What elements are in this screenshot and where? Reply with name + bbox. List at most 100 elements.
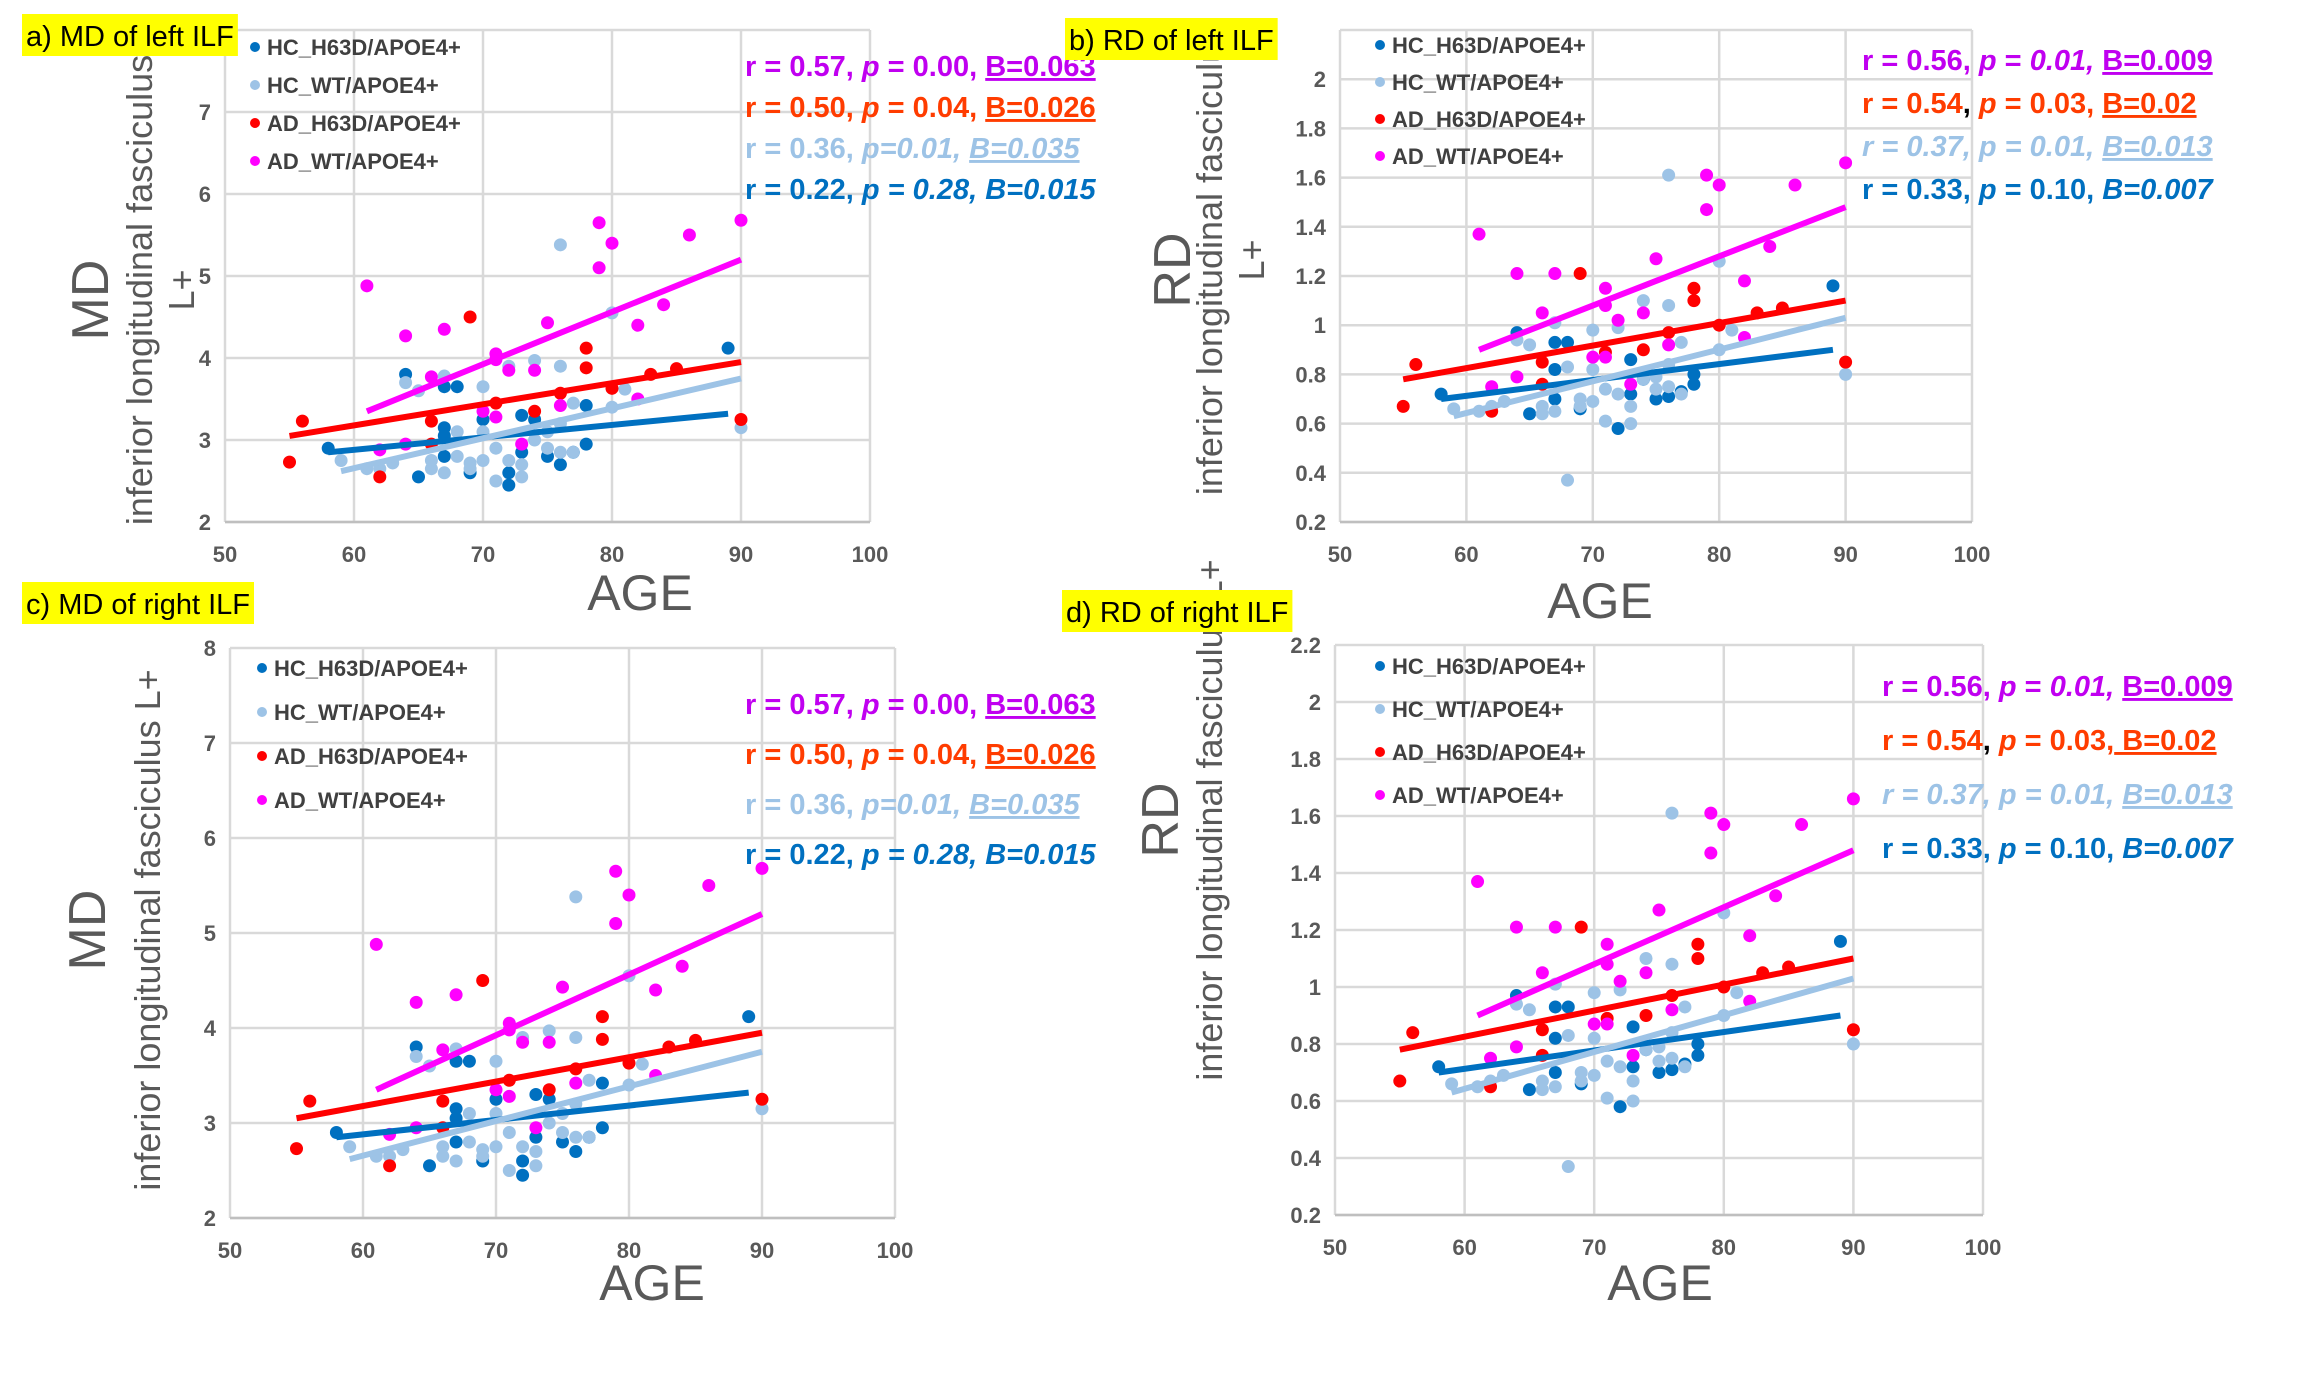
point-HC_WT (1522, 1003, 1536, 1017)
point-HC_WT (618, 382, 632, 396)
x-tick-label: 100 (877, 1238, 914, 1263)
point-AD_WT (502, 363, 516, 377)
point-AD_WT (592, 216, 606, 230)
legend-marker (257, 751, 267, 761)
legend-label: AD_H63D/APOE4+ (267, 111, 461, 136)
x-axis-label: AGE (587, 565, 693, 621)
legend-marker (250, 80, 260, 90)
point-HC_WT (1586, 323, 1600, 337)
point-HC_H63D (489, 1092, 503, 1106)
point-AD_WT (502, 1089, 516, 1103)
point-HC_H63D (516, 1168, 530, 1182)
point-AD_WT (476, 404, 490, 418)
x-tick-label: 60 (351, 1238, 375, 1263)
point-AD_H63D (1573, 267, 1587, 281)
point-HC_H63D (579, 399, 593, 413)
x-tick-label: 90 (1841, 1235, 1865, 1260)
point-AD_WT (1769, 889, 1783, 903)
point-HC_WT (383, 1149, 397, 1163)
point-HC_WT (1613, 1060, 1627, 1074)
y-tick-label: 0.8 (1290, 1032, 1321, 1057)
point-AD_WT (609, 864, 623, 878)
point-AD_H63D (1535, 1023, 1549, 1037)
point-HC_WT (1587, 986, 1601, 1000)
point-AD_WT (622, 888, 636, 902)
point-HC_H63D (1691, 1048, 1705, 1062)
point-HC_WT (424, 454, 438, 467)
point-AD_WT (631, 318, 645, 332)
x-tick-label: 60 (1454, 542, 1478, 567)
point-AD_WT (515, 437, 529, 451)
point-AD_WT (1613, 974, 1627, 988)
x-tick-label: 60 (342, 542, 366, 567)
point-HC_WT (1535, 399, 1549, 413)
point-HC_WT (1598, 414, 1612, 428)
stat-line: r = 0.50, p = 0.04, B=0.026 (745, 739, 1096, 771)
point-HC_WT (1626, 1094, 1640, 1108)
point-AD_WT (1704, 806, 1718, 820)
point-HC_H63D (423, 1159, 436, 1173)
y-tick-label: 3 (204, 1111, 216, 1136)
point-HC_H63D (450, 380, 464, 394)
point-HC_WT (569, 890, 583, 904)
point-HC_H63D (1613, 1100, 1627, 1114)
point-HC_WT (436, 1140, 450, 1154)
legend-label: AD_H63D/APOE4+ (1392, 107, 1586, 132)
point-HC_H63D (1626, 1060, 1640, 1074)
point-AD_WT (1548, 267, 1562, 281)
point-HC_WT (1447, 402, 1461, 416)
point-HC_WT (1649, 382, 1663, 396)
point-AD_WT (592, 261, 606, 275)
stat-line: r = 0.36, p=0.01, B=0.035 (745, 133, 1080, 165)
point-HC_WT (1600, 1091, 1614, 1105)
x-axis-label: AGE (1607, 1255, 1713, 1311)
point-AD_WT (734, 213, 748, 227)
panel-title: b) RD of left ILF (1069, 25, 1274, 57)
point-HC_WT (542, 1024, 556, 1038)
point-HC_WT (1611, 387, 1625, 401)
point-AD_H63D (463, 310, 477, 324)
point-HC_WT (528, 433, 542, 447)
point-HC_WT (755, 1102, 769, 1116)
point-HC_WT (436, 1149, 450, 1163)
point-HC_H63D (1626, 1020, 1640, 1034)
point-HC_H63D (1548, 1066, 1562, 1079)
panel-title: c) MD of right ILF (26, 589, 250, 621)
y-tick-label: 6 (204, 826, 216, 851)
y-tick-label: 1.6 (1290, 804, 1321, 829)
y-tick-label: 1 (1309, 975, 1321, 1000)
point-AD_WT (1611, 313, 1625, 327)
point-AD_WT (489, 410, 503, 424)
point-HC_H63D (1548, 362, 1562, 376)
point-HC_WT (476, 380, 490, 394)
point-AD_WT (675, 959, 689, 973)
y-tick-label: 0.2 (1290, 1203, 1321, 1228)
legend-marker (1375, 790, 1385, 800)
point-AD_WT (1717, 818, 1731, 832)
fit-line-HC_H63D (327, 410, 729, 456)
stat-line: r = 0.56, p = 0.01, B=0.009 (1862, 45, 2213, 77)
point-AD_WT (436, 1043, 450, 1057)
y-tick-label: 8 (204, 636, 216, 661)
panel-c: 50 60 70 80 90 100 2 3 4 5 6 7 8 AGE MD inferior longit… (22, 582, 1097, 1311)
y-tick-label: 1 (1314, 313, 1326, 338)
y-tick-label: 2 (1309, 690, 1321, 715)
point-HC_WT (635, 1057, 649, 1071)
point-HC_H63D (1652, 1066, 1666, 1079)
point-HC_WT (582, 1073, 596, 1087)
point-AD_WT (755, 861, 769, 875)
panel-d: 50 60 70 80 90 100 0.2 0.4 0.6 0.8 1 1.2 1.4 1.6 1.8 2 2… (1062, 559, 2235, 1311)
legend-marker (250, 156, 260, 166)
legend-label: HC_H63D/APOE4+ (1392, 33, 1586, 58)
point-HC_WT (553, 359, 567, 373)
point-HC_WT (334, 454, 348, 467)
point-HC_WT (569, 1031, 583, 1044)
point-HC_WT (1573, 392, 1587, 406)
point-AD_WT (657, 298, 671, 312)
point-AD_WT (369, 937, 383, 951)
point-AD_WT (1704, 846, 1718, 860)
point-AD_WT (1652, 903, 1666, 917)
x-axis-label: AGE (1547, 573, 1653, 629)
point-HC_WT (1730, 986, 1744, 1000)
